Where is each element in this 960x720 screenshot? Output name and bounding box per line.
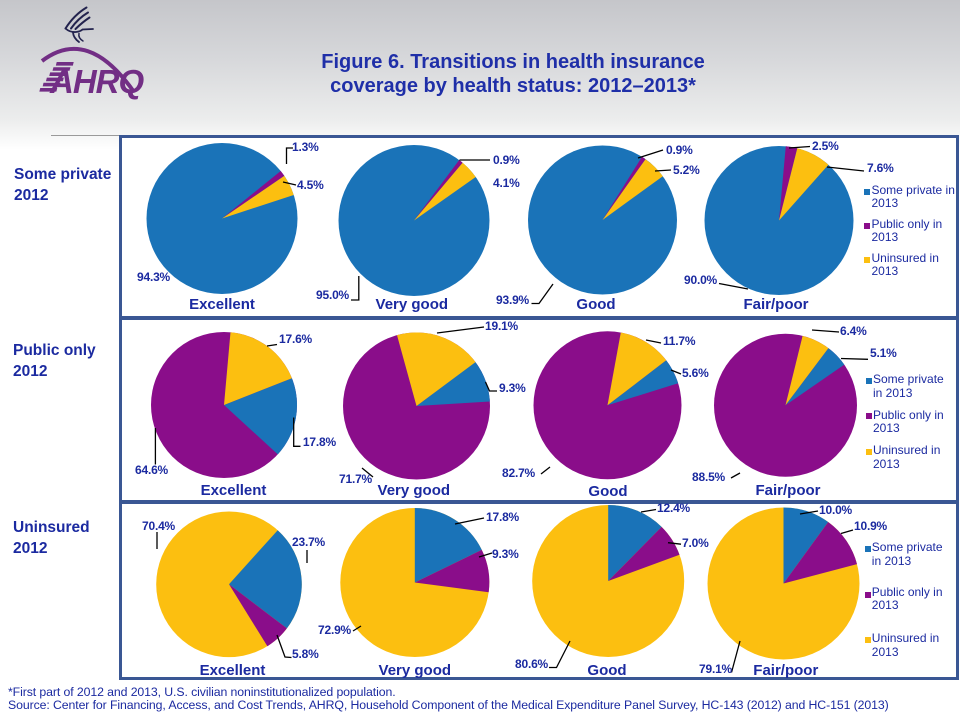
- svg-text:AHRQ: AHRQ: [49, 63, 144, 100]
